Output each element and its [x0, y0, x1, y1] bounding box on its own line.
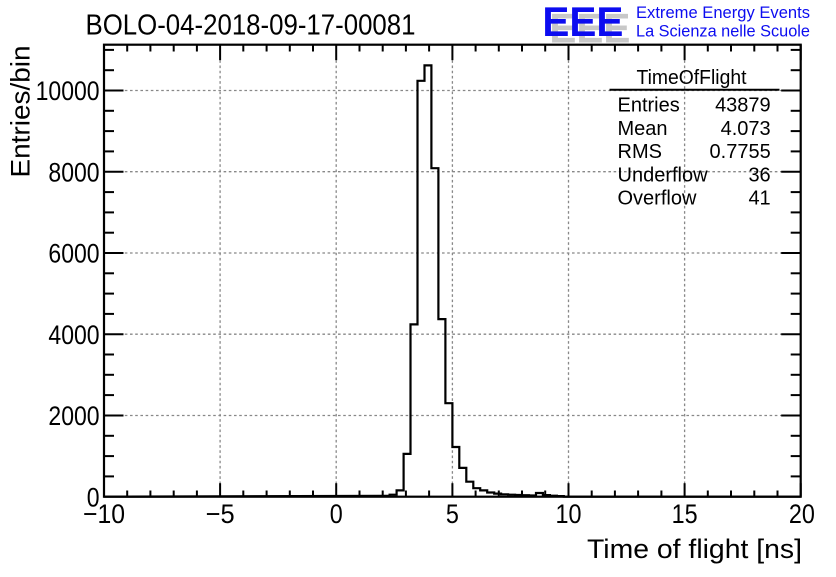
svg-text:Entries/bin: Entries/bin	[6, 46, 36, 178]
svg-text:2000: 2000	[48, 401, 99, 431]
svg-text:Mean: Mean	[618, 118, 668, 140]
svg-text:TimeOfFlight: TimeOfFlight	[637, 67, 747, 89]
svg-text:6000: 6000	[48, 239, 99, 269]
svg-text:−5: −5	[206, 499, 235, 529]
svg-text:BOLO-04-2018-09-17-00081: BOLO-04-2018-09-17-00081	[86, 10, 416, 42]
svg-text:Overflow: Overflow	[618, 188, 697, 210]
svg-text:−10: −10	[83, 499, 125, 529]
svg-text:0.7755: 0.7755	[710, 141, 771, 163]
svg-text:EEE: EEE	[549, 5, 630, 52]
svg-text:10000: 10000	[36, 76, 100, 106]
svg-text:Underflow: Underflow	[618, 164, 709, 186]
svg-text:41: 41	[748, 188, 770, 210]
svg-text:8000: 8000	[48, 157, 99, 187]
svg-text:EEE: EEE	[542, 0, 623, 45]
svg-text:Extreme Energy Events: Extreme Energy Events	[636, 3, 810, 22]
svg-text:0: 0	[330, 499, 343, 529]
svg-text:RMS: RMS	[618, 141, 662, 163]
svg-text:36: 36	[748, 164, 770, 186]
svg-text:La Scienza nelle Scuole: La Scienza nelle Scuole	[636, 22, 810, 41]
svg-text:20: 20	[789, 499, 815, 529]
svg-text:5: 5	[446, 499, 459, 529]
svg-text:Entries: Entries	[618, 95, 680, 117]
svg-text:0: 0	[87, 482, 100, 512]
svg-text:43879: 43879	[715, 95, 771, 117]
svg-text:10: 10	[555, 499, 581, 529]
svg-text:4000: 4000	[48, 320, 99, 350]
svg-text:Time of flight [ns]: Time of flight [ns]	[587, 534, 802, 564]
svg-text:4.073: 4.073	[721, 118, 771, 140]
svg-text:15: 15	[672, 499, 698, 529]
